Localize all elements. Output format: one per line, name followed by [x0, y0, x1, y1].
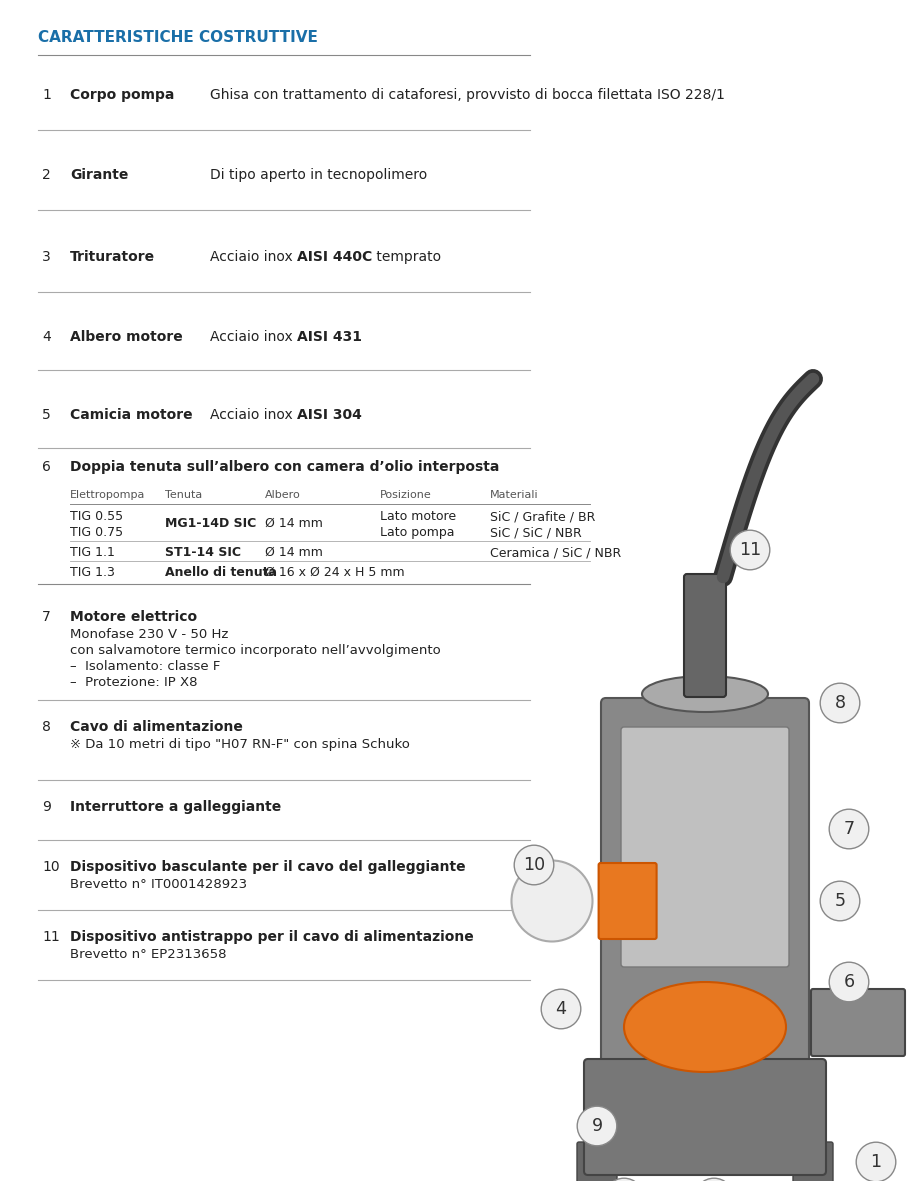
Text: temprato: temprato: [372, 250, 441, 265]
Text: ST1-14 SIC: ST1-14 SIC: [165, 546, 241, 559]
Text: 4: 4: [555, 1000, 566, 1018]
Text: Monofase 230 V - 50 Hz: Monofase 230 V - 50 Hz: [70, 628, 229, 641]
Text: 1: 1: [870, 1153, 881, 1172]
Text: Trituratore: Trituratore: [70, 250, 155, 265]
Text: Ceramica / SiC / NBR: Ceramica / SiC / NBR: [490, 546, 621, 559]
Text: 1: 1: [42, 89, 51, 102]
Text: Ø 14 mm: Ø 14 mm: [265, 546, 323, 559]
FancyBboxPatch shape: [598, 863, 656, 939]
Text: 4: 4: [42, 329, 51, 344]
Ellipse shape: [642, 676, 768, 712]
Text: Brevetto n° EP2313658: Brevetto n° EP2313658: [70, 948, 226, 961]
Text: 5: 5: [42, 407, 51, 422]
FancyBboxPatch shape: [793, 1142, 833, 1181]
Ellipse shape: [624, 981, 786, 1072]
Text: Doppia tenuta sull’albero con camera d’olio interposta: Doppia tenuta sull’albero con camera d’o…: [70, 461, 499, 474]
Text: Dispositivo basculante per il cavo del galleggiante: Dispositivo basculante per il cavo del g…: [70, 860, 466, 874]
Text: Acciaio inox: Acciaio inox: [210, 250, 297, 265]
Text: 6: 6: [42, 461, 51, 474]
Text: 8: 8: [42, 720, 51, 735]
Text: Acciaio inox: Acciaio inox: [210, 407, 297, 422]
Circle shape: [694, 1179, 733, 1181]
Text: Anello di tenuta: Anello di tenuta: [165, 566, 277, 579]
Circle shape: [820, 881, 860, 921]
Text: 10: 10: [523, 856, 545, 874]
Text: AISI 431: AISI 431: [297, 329, 362, 344]
Text: 3: 3: [42, 250, 51, 265]
Text: ※ Da 10 metri di tipo "H07 RN-F" con spina Schuko: ※ Da 10 metri di tipo "H07 RN-F" con spi…: [70, 738, 410, 751]
Text: 11: 11: [739, 541, 761, 559]
Text: con salvamotore termico incorporato nell’avvolgimento: con salvamotore termico incorporato nell…: [70, 644, 441, 657]
Text: Cavo di alimentazione: Cavo di alimentazione: [70, 720, 243, 735]
FancyBboxPatch shape: [811, 988, 905, 1056]
Text: TIG 0.55: TIG 0.55: [70, 510, 123, 523]
Text: 9: 9: [592, 1117, 603, 1135]
Text: Di tipo aperto in tecnopolimero: Di tipo aperto in tecnopolimero: [210, 168, 427, 182]
Text: SiC / Grafite / BR: SiC / Grafite / BR: [490, 510, 596, 523]
Text: Albero: Albero: [265, 490, 301, 500]
Circle shape: [604, 1179, 644, 1181]
Text: AISI 440C: AISI 440C: [297, 250, 372, 265]
Text: 6: 6: [844, 973, 855, 991]
Text: 2: 2: [42, 168, 51, 182]
Text: Materiali: Materiali: [490, 490, 539, 500]
Circle shape: [857, 1142, 896, 1181]
Text: –  Isolamento: classe F: – Isolamento: classe F: [70, 660, 221, 673]
Text: 9: 9: [42, 800, 51, 814]
Text: Ø 14 mm: Ø 14 mm: [265, 517, 323, 530]
Text: –  Protezione: IP X8: – Protezione: IP X8: [70, 676, 198, 689]
Text: Dispositivo antistrappo per il cavo di alimentazione: Dispositivo antistrappo per il cavo di a…: [70, 929, 474, 944]
Text: 10: 10: [42, 860, 60, 874]
FancyBboxPatch shape: [584, 1059, 826, 1175]
Text: Motore elettrico: Motore elettrico: [70, 611, 197, 624]
Text: Interruttore a galleggiante: Interruttore a galleggiante: [70, 800, 281, 814]
Ellipse shape: [512, 861, 593, 941]
Text: Acciaio inox: Acciaio inox: [210, 329, 297, 344]
Text: Elettropompa: Elettropompa: [70, 490, 145, 500]
Text: Girante: Girante: [70, 168, 129, 182]
Text: MG1-14D SIC: MG1-14D SIC: [165, 517, 256, 530]
Text: SiC / SiC / NBR: SiC / SiC / NBR: [490, 526, 582, 539]
Text: TIG 0.75: TIG 0.75: [70, 526, 123, 539]
Text: TIG 1.3: TIG 1.3: [70, 566, 115, 579]
Text: AISI 304: AISI 304: [297, 407, 362, 422]
Text: Posizione: Posizione: [380, 490, 432, 500]
Circle shape: [829, 963, 868, 1001]
Text: TIG 1.1: TIG 1.1: [70, 546, 115, 559]
Circle shape: [577, 1107, 617, 1146]
FancyBboxPatch shape: [577, 1142, 617, 1181]
Text: 5: 5: [834, 892, 845, 911]
Text: Ghisa con trattamento di cataforesi, provvisto di bocca filettata ISO 228/1: Ghisa con trattamento di cataforesi, pro…: [210, 89, 725, 102]
Text: Albero motore: Albero motore: [70, 329, 183, 344]
Text: 8: 8: [834, 694, 845, 712]
Circle shape: [731, 530, 770, 569]
Text: Brevetto n° IT0001428923: Brevetto n° IT0001428923: [70, 877, 247, 890]
Text: Camicia motore: Camicia motore: [70, 407, 193, 422]
Circle shape: [515, 846, 554, 885]
Text: 7: 7: [844, 820, 855, 839]
Circle shape: [829, 809, 868, 849]
Text: 11: 11: [42, 929, 60, 944]
Text: 7: 7: [42, 611, 51, 624]
Text: Lato motore: Lato motore: [380, 510, 456, 523]
Circle shape: [820, 683, 860, 723]
FancyBboxPatch shape: [621, 727, 789, 967]
Text: Ø 16 x Ø 24 x H 5 mm: Ø 16 x Ø 24 x H 5 mm: [265, 566, 404, 579]
Circle shape: [541, 990, 581, 1029]
FancyBboxPatch shape: [684, 574, 726, 697]
Text: Lato pompa: Lato pompa: [380, 526, 455, 539]
FancyBboxPatch shape: [601, 698, 809, 1068]
Text: Tenuta: Tenuta: [165, 490, 202, 500]
Text: CARATTERISTICHE COSTRUTTIVE: CARATTERISTICHE COSTRUTTIVE: [38, 30, 318, 45]
Text: Corpo pompa: Corpo pompa: [70, 89, 175, 102]
